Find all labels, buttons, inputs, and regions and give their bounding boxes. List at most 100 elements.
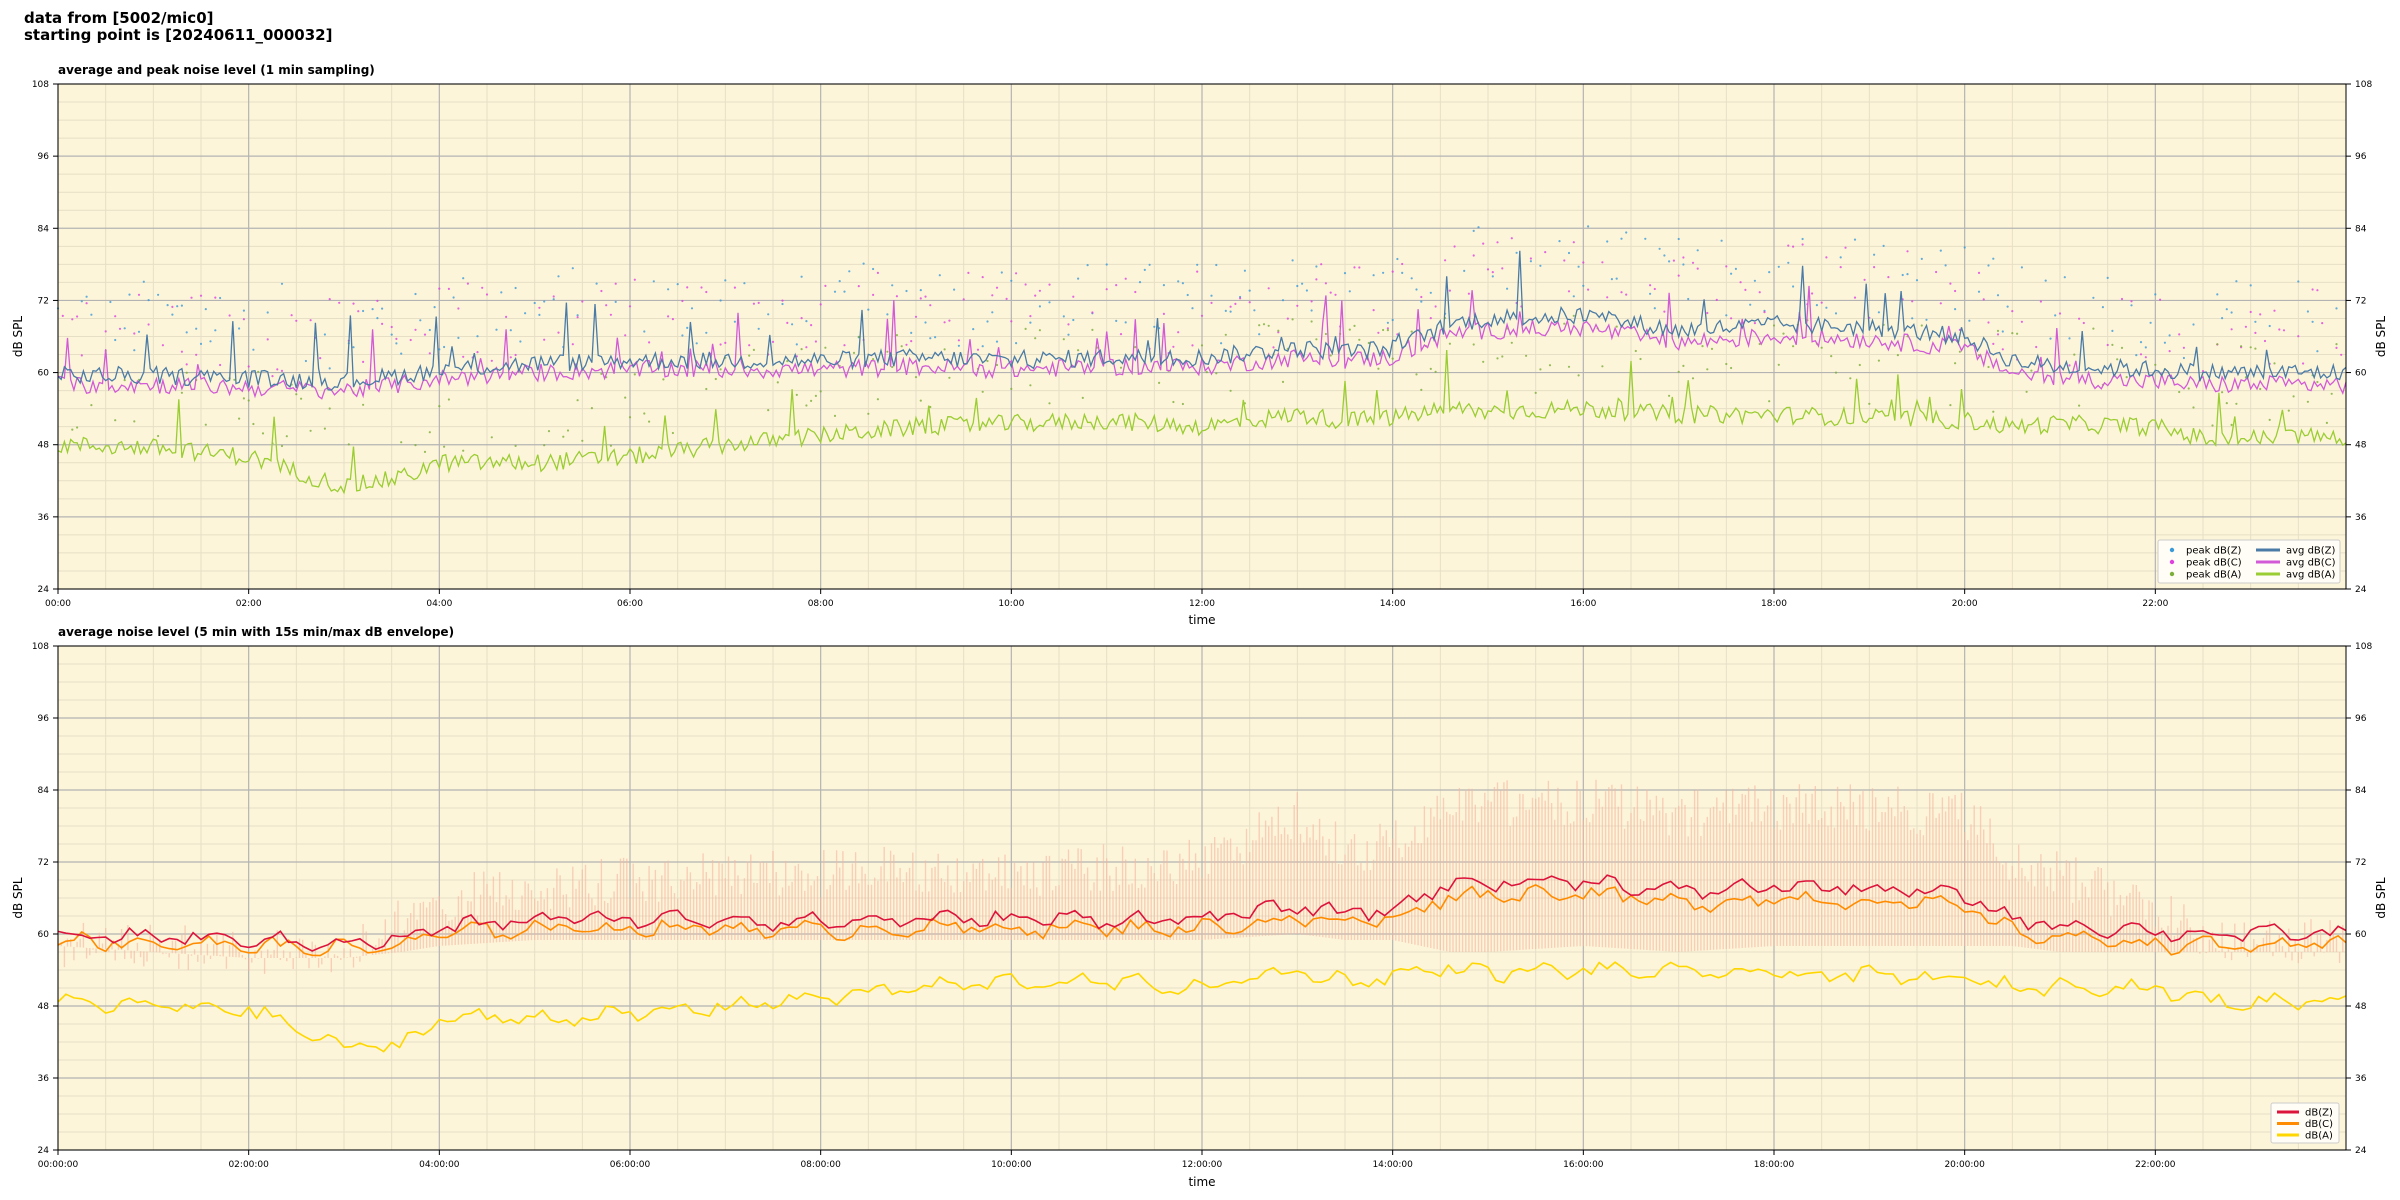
peak-a-point	[1768, 400, 1771, 403]
peak-c-point	[1763, 311, 1766, 314]
peak-c-point	[1563, 259, 1566, 262]
peak-c-point	[600, 289, 603, 293]
peak-a-point	[1782, 332, 1785, 335]
peak-c-point	[1753, 322, 1756, 325]
peak-c-point	[1267, 287, 1270, 290]
peak-a-point	[1034, 337, 1037, 340]
x-tick-label: 04:00:00	[419, 1160, 460, 1170]
x-axis-label: time	[1188, 613, 1215, 627]
peak-c-point	[686, 286, 689, 289]
peak-c-point	[1310, 300, 1313, 303]
peak-c-point	[1939, 302, 1942, 305]
peak-z-point	[419, 319, 422, 322]
legend: dB(Z)dB(C)dB(A)	[2270, 1102, 2340, 1144]
peak-a-point	[2249, 346, 2252, 349]
peak-c-point	[976, 348, 980, 351]
peak-z-point	[519, 340, 522, 343]
peak-z-point	[2249, 284, 2252, 287]
peak-z-point	[1677, 237, 1680, 241]
peak-c-point	[924, 295, 927, 298]
peak-a-point	[867, 412, 870, 415]
peak-c-point	[171, 305, 174, 308]
peak-a-point	[1410, 330, 1413, 333]
peak-a-point	[1077, 349, 1080, 352]
peak-c-point	[2311, 288, 2314, 291]
peak-c-point	[1510, 237, 1513, 240]
peak-c-point	[1544, 251, 1547, 254]
peak-z-point	[838, 280, 841, 283]
peak-z-point	[1038, 305, 1041, 308]
peak-c-point	[390, 325, 393, 329]
peak-c-point	[80, 354, 83, 357]
peak-c-point	[1839, 266, 1842, 269]
avg-dba-line	[57, 349, 2347, 495]
peak-z-point	[733, 320, 737, 323]
peak-c-point	[995, 286, 999, 289]
peak-c-point	[2120, 297, 2124, 301]
peak-c-point	[1444, 259, 1447, 262]
legend-label: avg dB(Z)	[2286, 546, 2336, 557]
peak-z-point	[1196, 263, 1199, 266]
peak-c-point	[1501, 267, 1504, 270]
peak-z-point	[1153, 325, 1156, 328]
peak-z-point	[1048, 301, 1051, 304]
peak-z-point	[400, 352, 403, 355]
peak-z-point	[2316, 350, 2319, 353]
peak-c-point	[1401, 262, 1404, 266]
peak-a-point	[628, 416, 632, 419]
peak-a-point	[1429, 367, 1432, 370]
peak-a-point	[1539, 368, 1542, 371]
peak-c-point	[242, 318, 245, 321]
peak-a-point	[1348, 328, 1351, 331]
peak-a-point	[814, 394, 818, 397]
peak-a-point	[400, 441, 403, 444]
peak-a-point	[805, 404, 808, 407]
peak-a-point	[1215, 372, 1218, 375]
peak-c-point	[752, 302, 756, 305]
peak-a-point	[2235, 402, 2238, 405]
peak-c-point	[1177, 331, 1180, 334]
peak-c-point	[1229, 305, 1232, 308]
peak-z-point	[1463, 269, 1466, 272]
peak-z-point	[1582, 284, 1585, 287]
peak-c-point	[2144, 356, 2147, 359]
peak-c-point	[2058, 312, 2062, 315]
peak-z-point	[1539, 264, 1542, 267]
peak-c-point	[2001, 348, 2004, 351]
peak-a-point	[1315, 338, 1318, 341]
peak-z-point	[166, 304, 169, 307]
peak-c-point	[1992, 342, 1995, 345]
peak-a-point	[133, 420, 136, 423]
peak-a-point	[2316, 380, 2319, 384]
peak-c-point	[1715, 298, 1718, 301]
peak-c-point	[614, 282, 617, 285]
x-tick-label: 08:00	[808, 599, 834, 609]
peak-z-point	[238, 327, 241, 330]
peak-z-point	[1210, 294, 1213, 297]
peak-z-point	[1067, 333, 1070, 336]
peak-z-point	[2135, 354, 2138, 357]
peak-a-point	[1958, 350, 1961, 353]
peak-c-point	[843, 344, 846, 347]
peak-c-point	[919, 297, 922, 300]
peak-z-point	[1996, 294, 2000, 297]
peak-c-point	[810, 324, 813, 327]
peak-z-point	[1834, 312, 1838, 315]
peak-c-point	[2011, 310, 2014, 313]
peak-c-point	[1134, 290, 1137, 294]
peak-a-point	[1858, 363, 1861, 367]
y-tick-label-right: 96	[2355, 152, 2367, 162]
peak-c-point	[276, 368, 279, 371]
peak-c-point	[2297, 335, 2300, 338]
peak-a-point	[1677, 370, 1680, 373]
peak-z-point	[1224, 309, 1227, 312]
peak-c-point	[2230, 328, 2233, 331]
peak-a-point	[948, 376, 951, 379]
peak-c-point	[1606, 296, 1609, 299]
peak-z-point	[1939, 249, 1942, 252]
peak-z-point	[1491, 275, 1494, 278]
x-tick-label: 10:00:00	[991, 1160, 1032, 1170]
peak-c-point	[2068, 364, 2071, 367]
peak-z-point	[1372, 274, 1375, 277]
peak-c-point	[1329, 291, 1332, 294]
